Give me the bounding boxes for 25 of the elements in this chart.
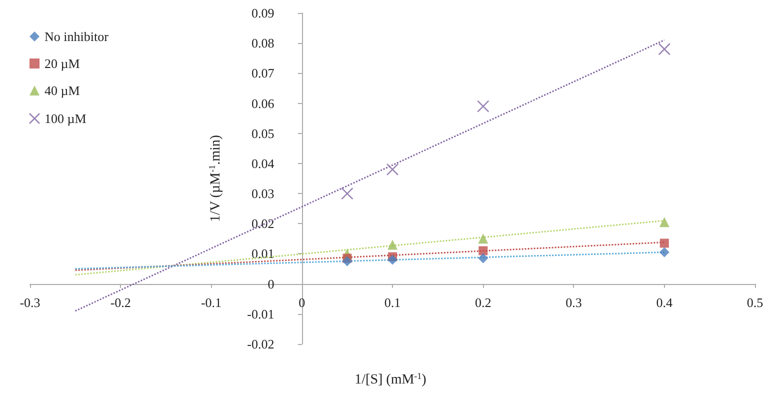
x-tick-label: -0.1 [200,294,222,310]
x-tick-label: 0.5 [746,294,764,310]
x-tick-label: -0.2 [110,294,131,310]
y-tick-label: 0.03 [252,186,274,202]
x-tick-label: -0.3 [20,294,40,310]
y-axis-title: 1/V (µM-1.min) [206,134,224,222]
y-tick-label: -0.01 [247,306,274,322]
x-tick-label: 0.2 [475,294,492,310]
y-tick-label: 0.09 [252,6,274,20]
y-tick-label: 0.01 [252,246,274,262]
legend-label: 20 µM [44,56,80,71]
y-tick-label: 0 [268,276,274,292]
legend-label: 100 µM [44,111,87,126]
x-tick-label: 0.1 [384,294,401,310]
y-tick-label: 0.08 [252,36,274,51]
y-tick-label: 0.05 [252,126,274,141]
legend-label: 40 µM [44,83,80,98]
y-tick-label: 0.06 [252,96,275,111]
x-tick-label: 0.3 [566,294,582,310]
x-tick-label: 0 [298,294,306,310]
legend-label: No inhibitor [44,29,110,44]
x-tick-label: 0.4 [656,294,673,310]
y-tick-label: 0.07 [252,66,275,81]
y-tick-label: 0.04 [252,156,275,171]
y-tick-label: -0.02 [247,336,274,352]
